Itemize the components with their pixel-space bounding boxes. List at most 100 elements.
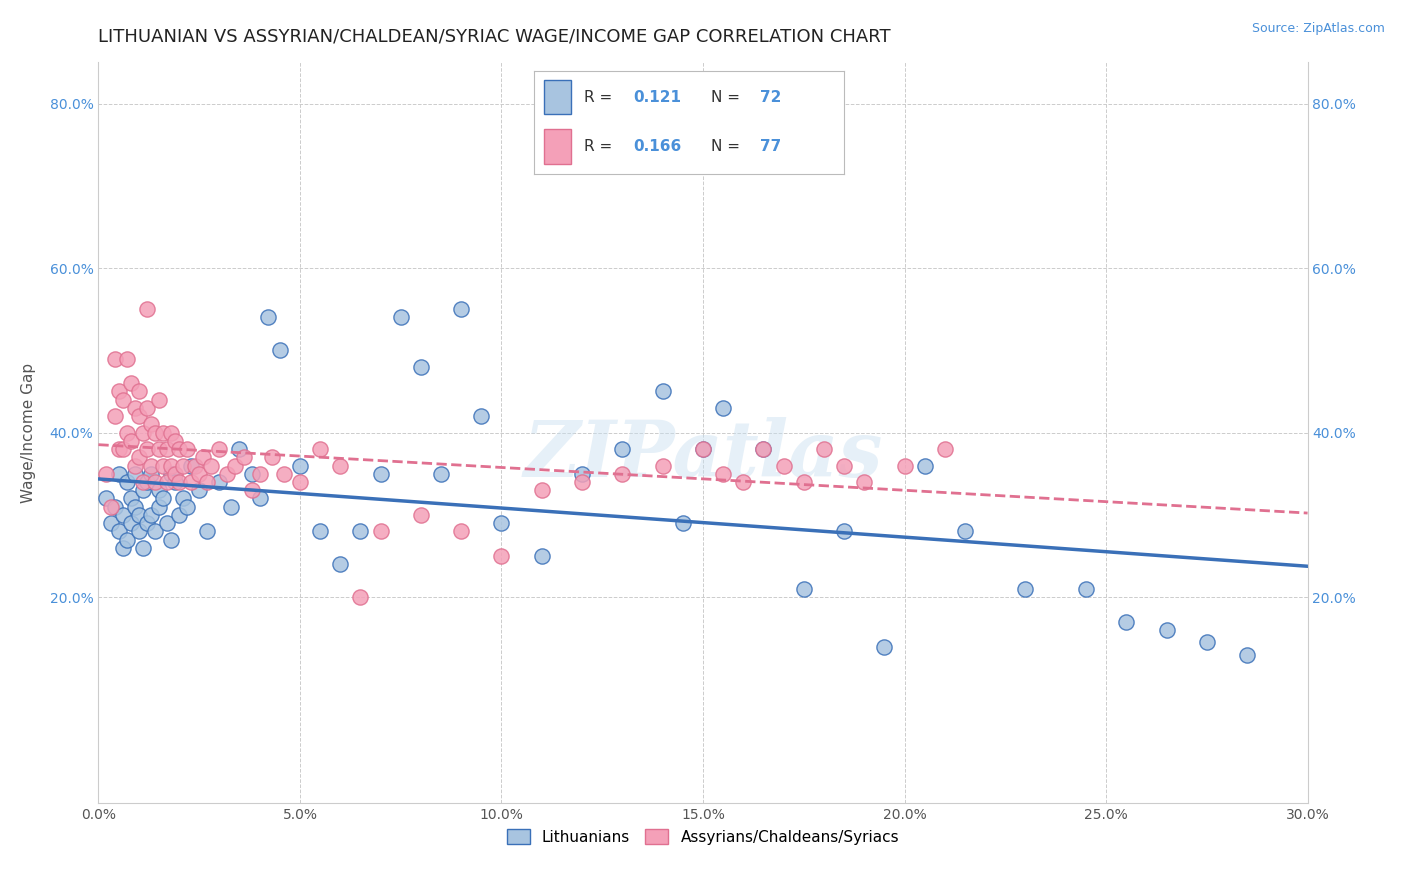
Point: [953, 524, 976, 539]
Point: [128, 450, 150, 465]
Point: [124, 401, 146, 415]
Point: [224, 458, 246, 473]
Point: [309, 524, 332, 539]
Point: [111, 392, 134, 407]
Point: [200, 458, 222, 473]
Point: [115, 351, 138, 366]
Point: [115, 475, 138, 489]
Point: [249, 491, 271, 506]
Point: [232, 450, 254, 465]
Point: [772, 458, 794, 473]
Text: ZIPatlas: ZIPatlas: [523, 417, 883, 493]
Point: [893, 458, 915, 473]
Point: [163, 434, 186, 448]
Point: [832, 524, 855, 539]
Point: [148, 500, 170, 514]
Point: [128, 508, 150, 522]
Point: [193, 450, 215, 465]
Point: [107, 384, 129, 399]
Point: [571, 467, 593, 481]
Point: [128, 384, 150, 399]
Point: [148, 483, 170, 498]
Point: [188, 467, 211, 481]
Point: [184, 458, 207, 473]
Point: [139, 467, 162, 481]
Text: Source: ZipAtlas.com: Source: ZipAtlas.com: [1251, 22, 1385, 36]
Point: [288, 475, 311, 489]
Point: [143, 425, 166, 440]
Text: N =: N =: [710, 89, 744, 104]
Text: 77: 77: [761, 139, 782, 153]
Point: [651, 384, 673, 399]
Point: [156, 442, 179, 456]
Point: [430, 467, 453, 481]
Point: [853, 475, 876, 489]
Point: [111, 442, 134, 456]
Point: [132, 475, 155, 489]
Point: [491, 549, 513, 563]
Point: [111, 541, 134, 555]
Point: [228, 442, 250, 456]
Point: [832, 458, 855, 473]
Point: [450, 302, 472, 317]
Point: [1195, 635, 1218, 649]
Point: [124, 458, 146, 473]
Point: [240, 483, 263, 498]
Point: [1014, 582, 1036, 596]
Point: [269, 343, 291, 358]
Point: [100, 500, 122, 514]
Point: [107, 442, 129, 456]
Point: [120, 434, 142, 448]
Point: [139, 458, 162, 473]
Point: [273, 467, 295, 481]
Point: [249, 467, 271, 481]
Point: [1074, 582, 1097, 596]
Point: [115, 425, 138, 440]
Point: [107, 467, 129, 481]
Point: [370, 467, 392, 481]
Point: [124, 500, 146, 514]
Point: [148, 392, 170, 407]
Point: [128, 524, 150, 539]
Point: [152, 425, 174, 440]
Point: [1115, 615, 1137, 629]
Point: [135, 516, 157, 530]
Point: [124, 467, 146, 481]
Bar: [544, 128, 571, 163]
Point: [103, 409, 125, 424]
Point: [132, 425, 155, 440]
Point: [752, 442, 775, 456]
Point: [530, 483, 553, 498]
Point: [195, 475, 218, 489]
Point: [167, 508, 190, 522]
Point: [217, 467, 239, 481]
Point: [135, 401, 157, 415]
Point: [135, 475, 157, 489]
Point: [221, 500, 243, 514]
Text: R =: R =: [583, 89, 617, 104]
Point: [167, 475, 190, 489]
Point: [107, 524, 129, 539]
Point: [651, 458, 673, 473]
Point: [176, 500, 198, 514]
Point: [139, 508, 162, 522]
Point: [103, 500, 125, 514]
Point: [160, 467, 183, 481]
Point: [256, 310, 278, 325]
Point: [180, 458, 202, 473]
Point: [132, 483, 155, 498]
Point: [450, 524, 472, 539]
Point: [156, 516, 179, 530]
Point: [240, 467, 263, 481]
Point: [208, 475, 231, 489]
Text: 0.121: 0.121: [633, 89, 682, 104]
Point: [914, 458, 936, 473]
Point: [530, 549, 553, 563]
Bar: [544, 79, 571, 114]
Point: [1156, 623, 1178, 637]
Point: [152, 491, 174, 506]
Point: [711, 401, 734, 415]
Point: [873, 640, 896, 654]
Legend: Lithuanians, Assyrians/Chaldeans/Syriacs: Lithuanians, Assyrians/Chaldeans/Syriacs: [501, 822, 905, 851]
Point: [96, 491, 118, 506]
